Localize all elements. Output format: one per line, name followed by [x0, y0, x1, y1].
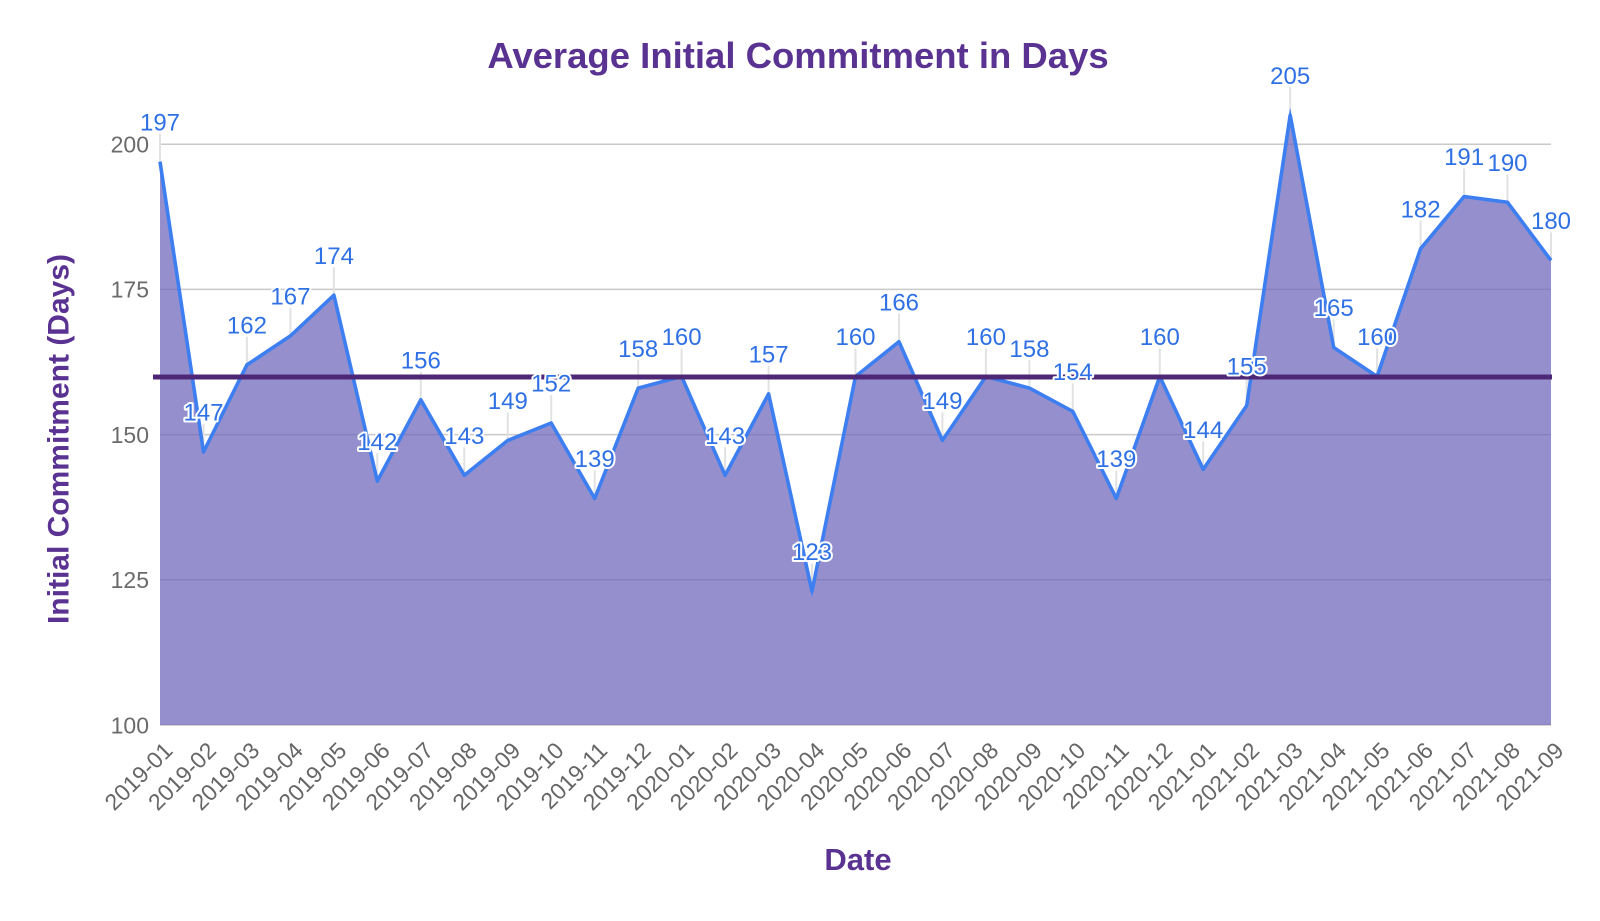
svg-text:160: 160	[1140, 324, 1180, 351]
svg-text:166: 166	[879, 289, 919, 316]
svg-text:Average Initial Commitment in: Average Initial Commitment in Days	[487, 35, 1108, 76]
svg-text:154: 154	[1053, 359, 1093, 386]
svg-text:158: 158	[1009, 336, 1049, 363]
svg-text:167: 167	[270, 284, 310, 311]
svg-text:100: 100	[111, 712, 149, 738]
svg-text:139: 139	[1096, 446, 1136, 473]
svg-text:191: 191	[1444, 144, 1484, 171]
svg-text:190: 190	[1487, 150, 1527, 177]
svg-text:158: 158	[618, 336, 658, 363]
svg-text:149: 149	[922, 388, 962, 415]
svg-text:200: 200	[111, 132, 149, 158]
svg-text:123: 123	[792, 539, 832, 566]
svg-text:174: 174	[314, 243, 354, 270]
svg-text:175: 175	[111, 277, 149, 303]
svg-text:160: 160	[966, 324, 1006, 351]
svg-text:165: 165	[1314, 295, 1354, 322]
svg-text:143: 143	[444, 423, 484, 450]
svg-text:157: 157	[749, 342, 789, 369]
svg-text:156: 156	[401, 348, 441, 375]
svg-text:182: 182	[1401, 196, 1441, 223]
svg-text:160: 160	[1357, 324, 1397, 351]
svg-text:160: 160	[835, 324, 875, 351]
svg-text:139: 139	[575, 446, 615, 473]
svg-text:144: 144	[1183, 417, 1223, 444]
svg-text:205: 205	[1270, 63, 1310, 90]
svg-text:152: 152	[531, 371, 571, 398]
svg-text:150: 150	[111, 422, 149, 448]
svg-text:149: 149	[488, 388, 528, 415]
svg-text:155: 155	[1227, 353, 1267, 380]
svg-text:197: 197	[140, 109, 180, 136]
svg-text:160: 160	[662, 324, 702, 351]
svg-text:162: 162	[227, 313, 267, 340]
svg-text:143: 143	[705, 423, 745, 450]
svg-text:Date: Date	[824, 842, 891, 877]
svg-text:147: 147	[183, 400, 223, 427]
svg-text:180: 180	[1531, 208, 1571, 235]
svg-text:125: 125	[111, 567, 149, 593]
svg-text:Initial Commitment (Days): Initial Commitment (Days)	[43, 254, 76, 624]
svg-text:142: 142	[357, 429, 397, 456]
